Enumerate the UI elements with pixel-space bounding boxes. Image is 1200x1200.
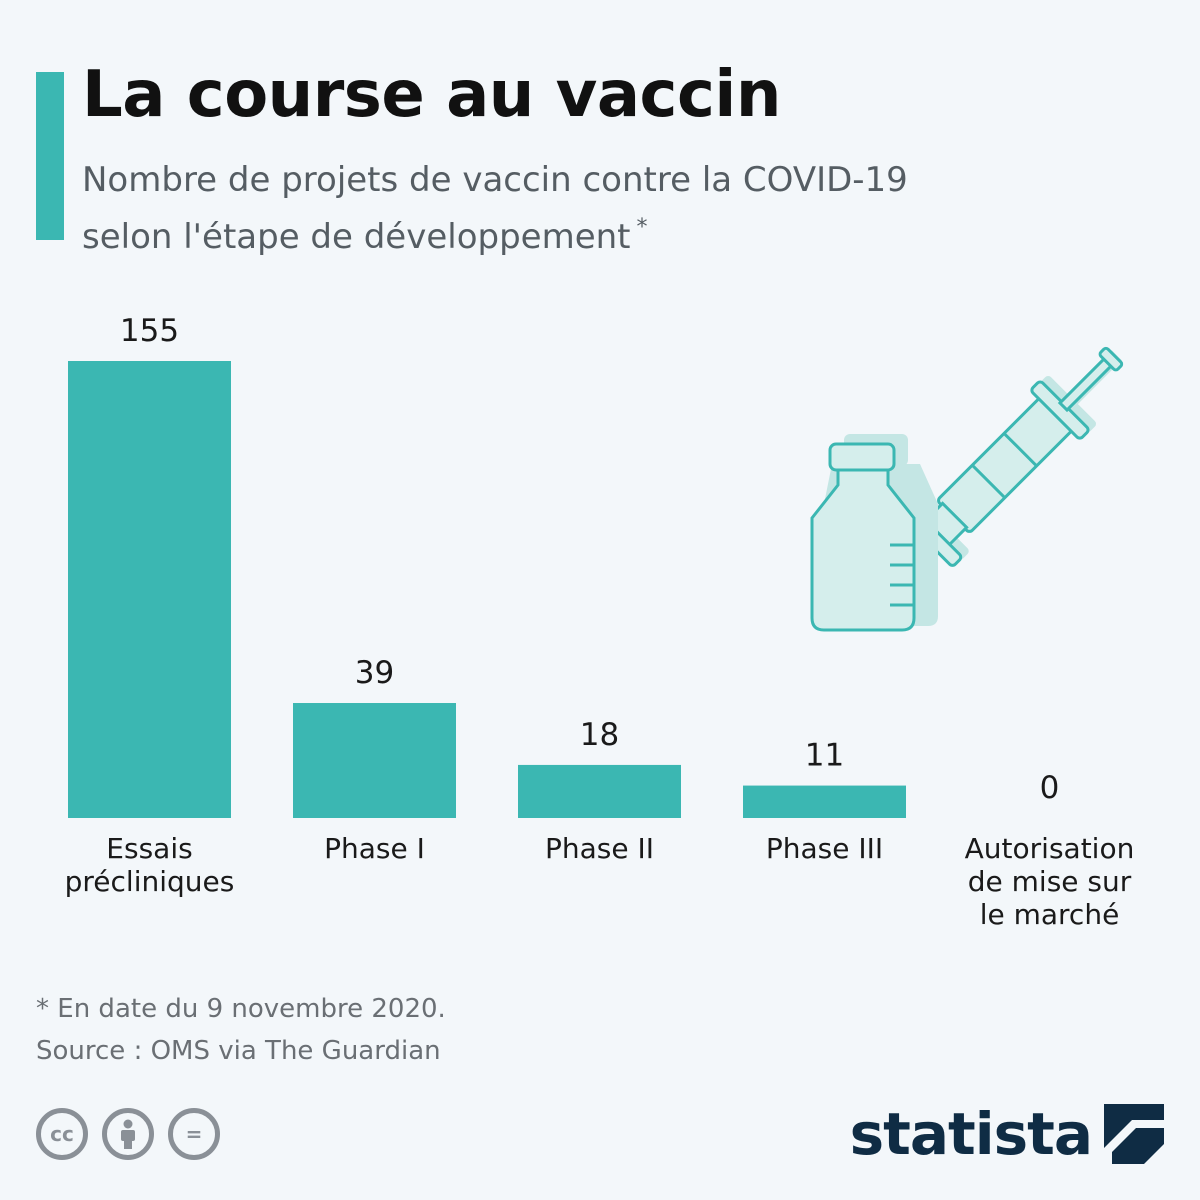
bar xyxy=(68,361,231,818)
equals-glyph: = xyxy=(185,1122,203,1146)
statista-logo[interactable]: statista xyxy=(850,1100,1164,1168)
category-label: Essais xyxy=(106,832,192,865)
category-label: Phase I xyxy=(324,832,425,865)
attribution-icon[interactable] xyxy=(102,1108,154,1160)
source-note: Source : OMS via The Guardian xyxy=(36,1036,441,1066)
footnote: * En date du 9 novembre 2020. Source : O… xyxy=(36,988,446,1072)
bar xyxy=(293,703,456,818)
chart-subtitle: Nombre de projets de vaccin contre la CO… xyxy=(82,156,1082,261)
cc-glyph: cc xyxy=(50,1122,74,1146)
date-note: * En date du 9 novembre 2020. xyxy=(36,994,446,1024)
vaccine-vial-and-syringe-icon xyxy=(810,346,1124,632)
person-glyph xyxy=(121,1119,135,1149)
category-label: précliniques xyxy=(65,865,235,898)
subtitle-line-1: Nombre de projets de vaccin contre la CO… xyxy=(82,160,908,200)
bar-value-label: 18 xyxy=(580,717,619,753)
category-label: de mise sur xyxy=(968,865,1132,898)
category-label: Phase III xyxy=(766,832,883,865)
bar-value-label: 0 xyxy=(1040,770,1060,806)
bar-value-label: 39 xyxy=(355,655,394,691)
cc-icon[interactable]: cc xyxy=(36,1108,88,1160)
bar xyxy=(518,764,681,818)
category-label: Phase II xyxy=(545,832,654,865)
bar-value-label: 155 xyxy=(120,313,179,349)
subtitle-footnote-marker: * xyxy=(636,215,648,240)
title-accent-bar xyxy=(36,72,64,240)
bar xyxy=(743,785,906,818)
statista-logo-mark-icon xyxy=(1104,1104,1164,1164)
chart-title: La course au vaccin xyxy=(82,58,781,132)
no-derivatives-icon[interactable]: = xyxy=(168,1108,220,1160)
license-icons: cc = xyxy=(36,1108,220,1160)
category-label: Autorisation xyxy=(965,832,1135,865)
category-label: le marché xyxy=(980,898,1120,931)
subtitle-line-2: selon l'étape de développement xyxy=(82,217,631,257)
logo-wordmark: statista xyxy=(849,1100,1093,1168)
bar-value-label: 11 xyxy=(805,738,844,774)
